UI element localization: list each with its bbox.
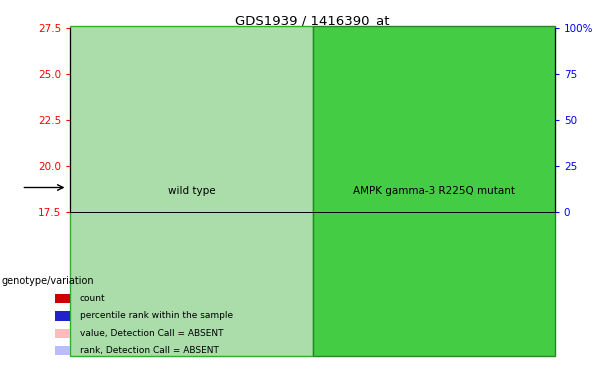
Bar bbox=[481, 142, 502, 212]
Text: GSM93230: GSM93230 bbox=[368, 214, 376, 255]
Bar bbox=[154, 212, 192, 270]
Bar bbox=[287, 89, 299, 212]
Bar bbox=[433, 212, 471, 270]
Bar bbox=[274, 212, 312, 270]
Bar bbox=[446, 142, 457, 212]
Bar bbox=[485, 209, 497, 212]
Bar bbox=[83, 120, 105, 212]
Bar bbox=[55, 294, 70, 303]
Bar bbox=[248, 191, 259, 195]
Bar bbox=[55, 346, 70, 355]
Text: rank, Detection Call = ABSENT: rank, Detection Call = ABSENT bbox=[80, 346, 219, 355]
Bar bbox=[406, 149, 417, 212]
Bar bbox=[115, 212, 153, 270]
Text: GSM93240: GSM93240 bbox=[288, 214, 297, 255]
Bar bbox=[525, 186, 536, 212]
Bar bbox=[234, 212, 272, 270]
Text: GSM93234: GSM93234 bbox=[527, 214, 535, 255]
FancyBboxPatch shape bbox=[70, 26, 313, 356]
Bar bbox=[208, 197, 219, 201]
Bar bbox=[327, 191, 338, 195]
Bar bbox=[55, 328, 70, 338]
Bar bbox=[129, 52, 140, 212]
FancyBboxPatch shape bbox=[313, 26, 555, 356]
Text: GSM93231: GSM93231 bbox=[408, 214, 416, 255]
Text: GSM93229: GSM93229 bbox=[328, 214, 337, 255]
Bar bbox=[366, 209, 378, 212]
Bar bbox=[406, 197, 417, 201]
Bar bbox=[367, 197, 378, 201]
Bar bbox=[353, 212, 391, 270]
Text: AMPK gamma-3 R225Q mutant: AMPK gamma-3 R225Q mutant bbox=[352, 186, 515, 196]
Bar bbox=[361, 151, 383, 212]
Bar bbox=[168, 197, 179, 201]
Text: GSM93238: GSM93238 bbox=[209, 214, 218, 255]
Bar bbox=[393, 212, 431, 270]
Bar bbox=[75, 212, 113, 270]
Bar bbox=[55, 311, 70, 321]
Bar bbox=[194, 212, 232, 270]
Bar bbox=[89, 197, 100, 201]
Text: GSM93237: GSM93237 bbox=[169, 214, 178, 255]
Bar bbox=[248, 109, 259, 212]
Bar bbox=[88, 209, 101, 212]
Text: percentile rank within the sample: percentile rank within the sample bbox=[80, 311, 233, 320]
Text: value, Detection Call = ABSENT: value, Detection Call = ABSENT bbox=[80, 329, 223, 338]
Text: GSM93232: GSM93232 bbox=[447, 214, 456, 255]
Text: genotype/variation: genotype/variation bbox=[1, 276, 94, 286]
Bar bbox=[327, 98, 338, 212]
Bar bbox=[313, 212, 351, 270]
Bar bbox=[446, 197, 457, 201]
Bar bbox=[512, 212, 550, 270]
Text: GSM93239: GSM93239 bbox=[249, 214, 257, 255]
Bar bbox=[287, 197, 299, 201]
Bar bbox=[129, 191, 140, 195]
Bar bbox=[208, 157, 219, 212]
Bar bbox=[525, 197, 536, 201]
Text: GSM93236: GSM93236 bbox=[129, 214, 139, 255]
Text: count: count bbox=[80, 294, 105, 303]
Text: wild type: wild type bbox=[168, 186, 215, 196]
Title: GDS1939 / 1416390_at: GDS1939 / 1416390_at bbox=[235, 14, 390, 27]
Bar bbox=[485, 197, 497, 201]
Bar bbox=[472, 212, 510, 270]
Text: GSM93233: GSM93233 bbox=[487, 214, 496, 255]
Bar bbox=[168, 146, 179, 212]
Text: GSM93235: GSM93235 bbox=[90, 214, 99, 255]
